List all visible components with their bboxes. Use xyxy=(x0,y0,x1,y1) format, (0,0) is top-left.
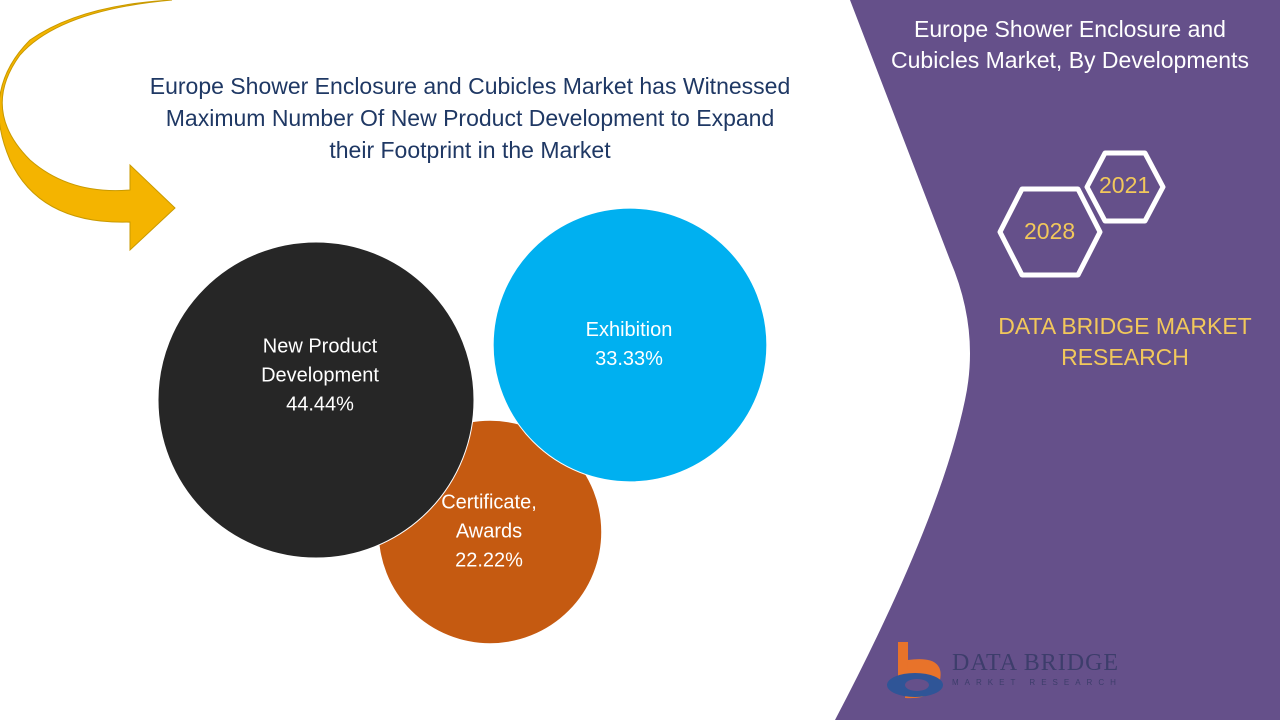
logo-text: DATA BRIDGE xyxy=(952,650,1120,676)
bubble-exhibition xyxy=(492,207,768,483)
label-line: Awards xyxy=(455,520,523,543)
label-line: Certificate, xyxy=(441,491,537,514)
bubble-label-certificate-awards: Certificate, Awards 22.22% xyxy=(441,489,537,576)
side-title-line: Europe Shower Enclosure and xyxy=(914,16,1226,42)
bubble-label-new-product-development: New Product Development 44.44% xyxy=(261,333,379,420)
side-title-line: Cubicles Market, By Developments xyxy=(891,47,1249,73)
bubble-label-exhibition: Exhibition 33.33% xyxy=(586,316,673,374)
headline-line: their Footprint in the Market xyxy=(329,137,611,163)
hexagon-2021 xyxy=(1084,150,1166,224)
label-value: 22.22% xyxy=(455,549,523,572)
bubble-new-product-development xyxy=(157,241,475,559)
year-end: 2028 xyxy=(1024,218,1076,244)
brand-line: DATA BRIDGE MARKET xyxy=(998,313,1252,339)
label-line: New Product xyxy=(262,335,378,358)
hexagon-2028 xyxy=(997,186,1103,278)
curved-arrow-icon xyxy=(0,0,176,252)
logo-subtext: MARKET RESEARCH xyxy=(952,678,1122,687)
label-line: Development xyxy=(261,364,379,387)
headline: Europe Shower Enclosure and Cubicles Mar… xyxy=(110,70,830,166)
label-value: 33.33% xyxy=(595,348,663,370)
side-title: Europe Shower Enclosure and Cubicles Mar… xyxy=(870,14,1270,76)
headline-line: Europe Shower Enclosure and Cubicles Mar… xyxy=(149,73,791,99)
brand-line: RESEARCH xyxy=(1061,344,1189,370)
label-line: Exhibition xyxy=(585,319,673,341)
brand-name: DATA BRIDGE MARKET RESEARCH xyxy=(985,311,1265,373)
side-panel xyxy=(835,0,1280,720)
logo-icon xyxy=(887,642,943,699)
year-start: 2021 xyxy=(1099,172,1151,198)
label-value: 44.44% xyxy=(286,393,354,416)
headline-line: Maximum Number Of New Product Developmen… xyxy=(165,105,775,131)
